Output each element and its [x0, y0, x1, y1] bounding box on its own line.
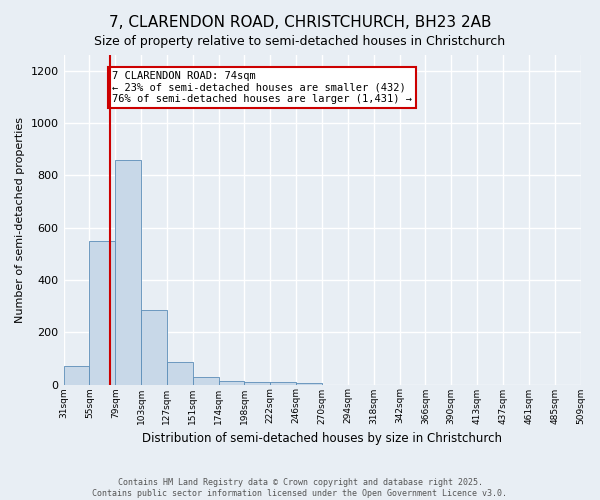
Text: Size of property relative to semi-detached houses in Christchurch: Size of property relative to semi-detach…: [94, 35, 506, 48]
Bar: [167, 362, 193, 384]
Text: 7 CLARENDON ROAD: 74sqm
← 23% of semi-detached houses are smaller (432)
76% of s: 7 CLARENDON ROAD: 74sqm ← 23% of semi-de…: [112, 70, 412, 104]
Bar: [193, 376, 218, 384]
Text: 7, CLARENDON ROAD, CHRISTCHURCH, BH23 2AB: 7, CLARENDON ROAD, CHRISTCHURCH, BH23 2A…: [109, 15, 491, 30]
Bar: [115, 160, 141, 384]
Bar: [89, 240, 115, 384]
Bar: [271, 382, 296, 384]
Bar: [64, 366, 89, 384]
X-axis label: Distribution of semi-detached houses by size in Christchurch: Distribution of semi-detached houses by …: [142, 432, 502, 445]
Bar: [218, 380, 244, 384]
Y-axis label: Number of semi-detached properties: Number of semi-detached properties: [15, 117, 25, 323]
Bar: [296, 383, 322, 384]
Bar: [141, 310, 167, 384]
Text: Contains HM Land Registry data © Crown copyright and database right 2025.
Contai: Contains HM Land Registry data © Crown c…: [92, 478, 508, 498]
Bar: [244, 382, 271, 384]
